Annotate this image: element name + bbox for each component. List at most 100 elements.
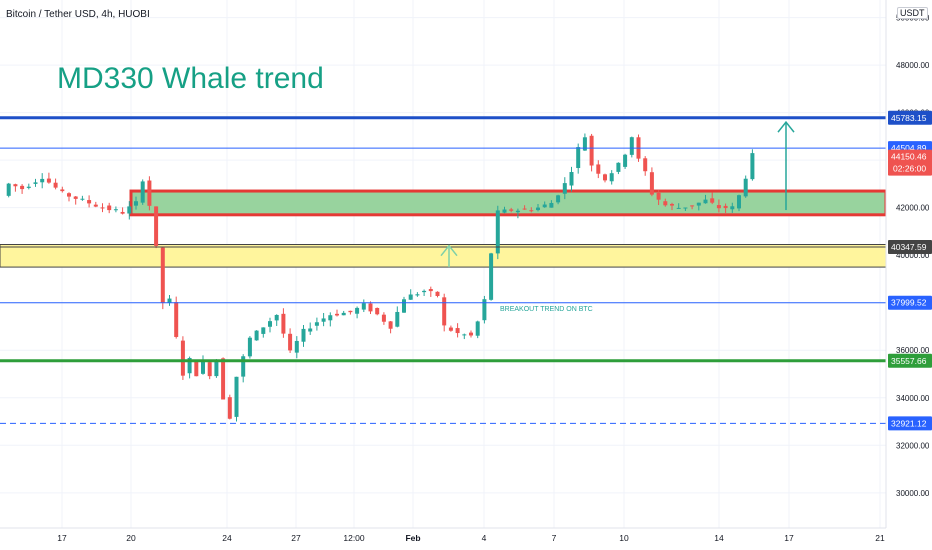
candle-body <box>221 358 226 400</box>
candle <box>67 192 71 202</box>
candle <box>455 323 460 338</box>
candle-body <box>475 321 480 336</box>
candle <box>402 296 406 313</box>
candle-body <box>60 189 65 192</box>
candle-body <box>274 314 279 321</box>
candle-body <box>247 337 252 357</box>
candle-body <box>140 181 145 203</box>
candle <box>314 317 319 331</box>
y-tick-label: 34000.00 <box>896 394 930 403</box>
current-price-bg <box>888 149 932 176</box>
candle-body <box>348 310 353 313</box>
candle-body <box>435 291 440 297</box>
candle-body <box>502 209 507 213</box>
symbol-title: Bitcoin / Tether USD, 4h, HUOBI <box>6 9 150 20</box>
candle <box>107 202 112 214</box>
candle <box>247 336 252 359</box>
candle-body <box>455 328 460 334</box>
candle <box>482 295 487 324</box>
candle-body <box>214 360 219 377</box>
candle-body <box>529 210 534 212</box>
chart-title: MD330 Whale trend <box>57 62 324 95</box>
candle <box>589 133 594 172</box>
candle-body <box>328 315 333 321</box>
candle <box>335 309 339 317</box>
candle <box>241 354 246 383</box>
candle <box>6 182 11 198</box>
candle-body <box>710 198 715 203</box>
candles <box>6 133 755 422</box>
candle-body <box>408 294 413 300</box>
candle <box>388 320 393 334</box>
candle-body <box>549 202 554 208</box>
candle-body <box>33 182 38 184</box>
candle-body <box>73 196 78 199</box>
candle <box>408 289 413 300</box>
candle-body <box>683 207 688 209</box>
candle <box>596 160 601 179</box>
candle-body <box>737 195 741 209</box>
candle <box>415 292 420 297</box>
candle <box>623 153 628 169</box>
candle-body <box>207 362 212 377</box>
candle <box>281 308 286 338</box>
candle <box>643 156 648 176</box>
candle-body <box>750 153 755 180</box>
candle-body <box>167 298 172 303</box>
candle <box>603 173 607 183</box>
candle <box>743 175 748 198</box>
candle <box>140 179 145 205</box>
x-tick-label: 24 <box>222 533 232 543</box>
candle-body <box>160 247 165 304</box>
candle-body <box>314 322 319 326</box>
candle <box>515 208 520 219</box>
price-line-label-bg <box>888 353 932 368</box>
candle-body <box>13 184 18 187</box>
candle-body <box>402 299 406 313</box>
candle <box>308 322 313 335</box>
candle-body <box>180 340 185 376</box>
candle <box>609 170 614 185</box>
candle <box>737 194 741 212</box>
x-tick-label: 10 <box>619 533 629 543</box>
currency-label[interactable]: USDT <box>897 7 928 19</box>
up-arrow-head <box>440 244 458 257</box>
candle <box>730 202 735 213</box>
candle <box>20 184 25 194</box>
y-tick-label: 36000.00 <box>896 346 930 355</box>
candle <box>234 376 239 422</box>
candle-body <box>341 312 346 316</box>
candle-body <box>522 208 527 210</box>
candle <box>716 199 721 213</box>
candle <box>502 206 507 214</box>
candle <box>201 355 205 375</box>
candle <box>194 360 199 377</box>
candle <box>268 317 272 333</box>
candle <box>422 289 427 296</box>
candle <box>221 357 226 400</box>
candle-body <box>556 195 561 203</box>
candle <box>127 201 132 220</box>
candle <box>495 205 500 260</box>
price-line-label-text: 40347.59 <box>891 242 927 252</box>
price-line-label: 35557.66 <box>888 353 932 368</box>
candle-body <box>46 178 51 183</box>
candle <box>254 330 259 341</box>
candle-body <box>676 207 681 209</box>
candle-body <box>375 307 380 315</box>
candle <box>348 310 353 315</box>
candle <box>261 327 266 338</box>
candle <box>180 336 185 380</box>
candle-body <box>643 158 648 172</box>
candle <box>696 202 701 211</box>
candle-body <box>381 314 386 322</box>
x-tick-label: Feb <box>405 533 420 543</box>
candle-body <box>154 206 159 246</box>
candle <box>147 176 152 211</box>
up-arrow <box>777 120 795 211</box>
candle <box>100 203 105 213</box>
price-line-label-text: 32921.12 <box>891 418 927 428</box>
candle-body <box>589 135 594 166</box>
price-axis <box>886 0 932 550</box>
